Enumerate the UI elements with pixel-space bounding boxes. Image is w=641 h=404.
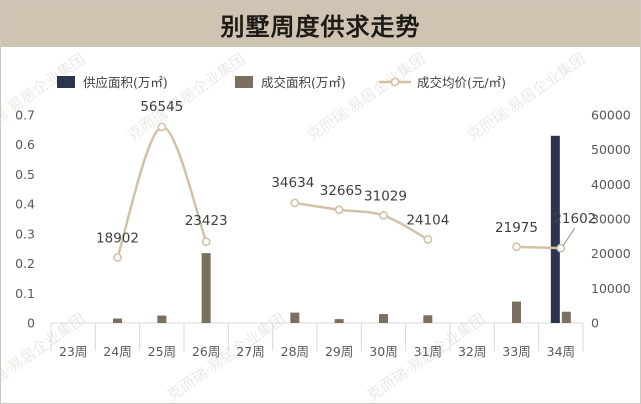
price-point — [556, 243, 566, 253]
x-axis-tick-label: 27周 — [236, 344, 264, 359]
legend-swatch — [57, 76, 75, 88]
x-axis-tick-label: 29周 — [325, 344, 353, 359]
left-axis-tick-label: 0.6 — [15, 137, 35, 152]
watermark-text: 克而瑞·易居企业集团 — [1, 50, 89, 145]
deal-bar — [157, 315, 167, 323]
x-axis-tick-label: 26周 — [192, 344, 220, 359]
x-axis-tick-label: 34周 — [547, 344, 575, 359]
deal-bar — [290, 312, 300, 323]
deal-bar — [201, 253, 211, 323]
x-axis-tick-label: 25周 — [148, 344, 176, 359]
right-axis-tick-label: 10000 — [591, 281, 631, 296]
price-data-label: 34634 — [271, 175, 314, 191]
watermark-text: 克而瑞·易居企业集团 — [124, 50, 249, 145]
right-axis-tick-label: 30000 — [591, 212, 631, 227]
legend-label: 成交面积(万㎡) — [261, 75, 346, 90]
right-axis-tick-label: 60000 — [591, 108, 631, 123]
price-data-label: 21602 — [553, 211, 596, 227]
right-axis-tick-label: 20000 — [591, 246, 631, 261]
price-point — [512, 242, 521, 252]
price-point — [423, 235, 433, 244]
right-axis-tick-label: 0 — [591, 316, 599, 331]
left-axis-tick-label: 0.3 — [15, 226, 35, 241]
price-point — [334, 205, 344, 215]
x-axis-tick-label: 23周 — [59, 344, 87, 359]
price-point — [157, 122, 167, 132]
chart-title: 别墅周度供求走势 — [220, 12, 421, 41]
x-axis-tick-label: 30周 — [369, 344, 397, 359]
x-axis-tick-label: 24周 — [103, 344, 131, 359]
x-axis-tick-label: 31周 — [414, 344, 442, 359]
legend-label: 成交均价(元/㎡) — [417, 75, 506, 90]
x-axis-tick-label: 32周 — [458, 344, 486, 359]
price-point — [290, 198, 300, 208]
left-axis-tick-label: 0.1 — [15, 286, 35, 301]
legend: 供应面积(万㎡) 成交面积(万㎡) 成交均价(元/㎡) — [57, 75, 506, 90]
left-axis-tick-label: 0.2 — [15, 256, 35, 271]
price-data-label: 23423 — [185, 213, 228, 229]
watermark-text: 克而瑞·易居企业集团 — [464, 50, 589, 145]
price-data-label: 21975 — [495, 220, 538, 236]
deal-bar — [561, 311, 571, 323]
price-point — [201, 237, 211, 247]
left-axis-tick-label: 0.4 — [15, 197, 35, 212]
left-axis-tick-label: 0.5 — [15, 167, 35, 182]
right-axis-tick-label: 50000 — [591, 142, 631, 157]
legend-swatch — [235, 76, 253, 88]
price-point — [113, 253, 122, 262]
deal-bar — [334, 319, 344, 323]
watermark-text: 克而瑞·易居企业集团 — [164, 310, 289, 403]
legend-swatch-marker — [390, 77, 400, 87]
label-leader-line — [562, 227, 576, 247]
price-point — [379, 211, 388, 220]
x-axis-tick-label: 28周 — [281, 344, 309, 359]
price-data-label: 32665 — [320, 183, 363, 199]
deal-bar — [512, 301, 521, 323]
price-data-label: 31029 — [364, 188, 407, 204]
price-line — [516, 245, 561, 250]
watermark-text: 克而瑞·易居企业集团 — [304, 50, 429, 145]
left-axis-tick-label: 0.7 — [15, 108, 35, 123]
legend-label: 供应面积(万㎡) — [83, 75, 168, 90]
price-data-label: 56545 — [140, 99, 183, 115]
deal-bar — [423, 315, 433, 323]
price-data-label: 24104 — [406, 212, 449, 228]
right-axis-tick-label: 40000 — [591, 177, 631, 192]
title-bar: 别墅周度供求走势 — [1, 1, 640, 47]
price-data-label: 18902 — [96, 230, 139, 246]
left-axis-tick-label: 0 — [27, 316, 35, 331]
chart-svg: 克而瑞·易居企业集团 克而瑞·易居企业集团 克而瑞·易居企业集团 克而瑞·易居企业集团… — [1, 50, 631, 403]
price-line — [294, 201, 429, 241]
x-axis-tick-label: 33周 — [502, 344, 530, 359]
deal-bar — [113, 318, 122, 323]
supply-bar — [550, 135, 560, 323]
deal-bar — [379, 314, 388, 323]
